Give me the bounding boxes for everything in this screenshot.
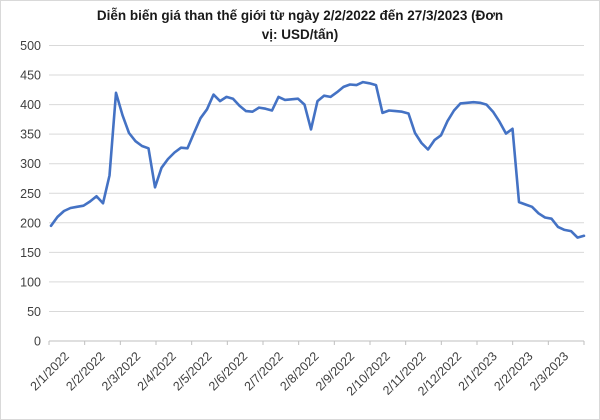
y-tick-label: 50	[27, 305, 41, 319]
chart-title: Diễn biến giá than thế giới từ ngày 2/2/…	[1, 7, 599, 45]
y-tick-label: 300	[20, 157, 41, 171]
y-tick-label: 450	[20, 69, 41, 83]
y-tick-label: 500	[20, 39, 41, 53]
chart-title-line1: Diễn biến giá than thế giới từ ngày 2/2/…	[96, 8, 504, 23]
y-tick-label: 400	[20, 98, 41, 112]
x-tick-label: 2/3/2023	[527, 349, 571, 393]
chart-title-line2: vị: USD/tấn)	[261, 26, 339, 42]
y-tick-label: 250	[20, 187, 41, 201]
price-line-series	[49, 80, 586, 239]
y-tick-label: 100	[20, 275, 41, 289]
y-tick-label: 0	[34, 335, 41, 349]
y-tick-label: 150	[20, 246, 41, 260]
coal-price-line	[49, 80, 586, 239]
x-axis-tick-labels: 2/1/20222/2/20222/3/20222/4/20222/5/2022…	[28, 349, 572, 398]
y-axis-tick-labels: 0 50 100 150 200 250 300 350 400 450 500	[20, 39, 41, 349]
gridlines	[49, 45, 584, 342]
y-tick-label: 200	[20, 216, 41, 230]
x-axis	[48, 341, 585, 345]
y-tick-label: 350	[20, 128, 41, 142]
